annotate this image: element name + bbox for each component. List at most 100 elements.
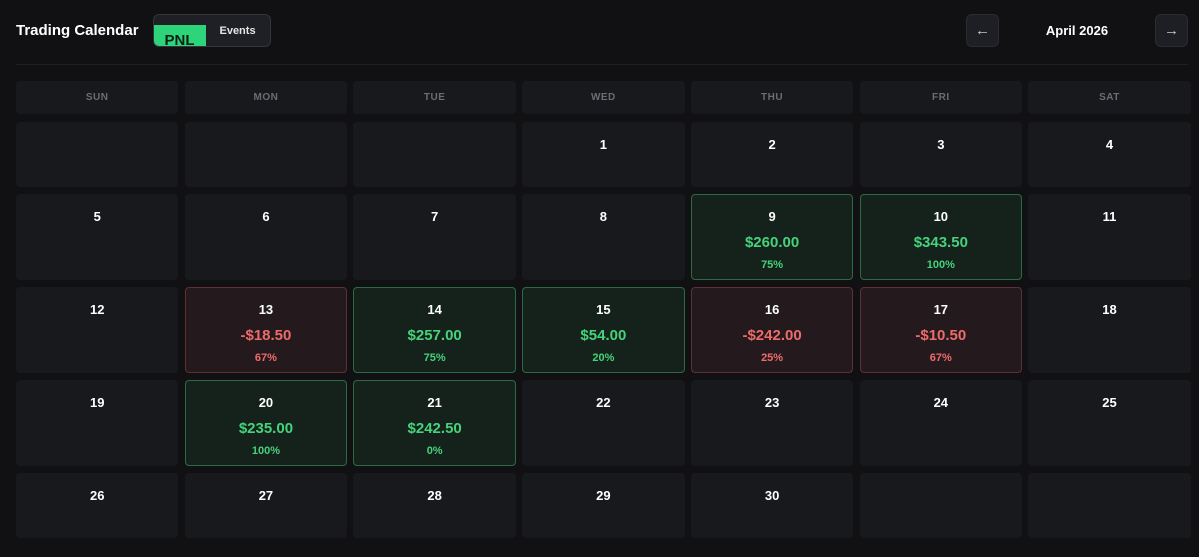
daily-pnl-value: -$242.00: [742, 327, 802, 344]
calendar-empty-cell: [16, 122, 179, 187]
calendar-day-cell[interactable]: 9 $260.00 75%: [690, 194, 854, 280]
daily-pnl-value: -$10.50: [915, 327, 967, 344]
daily-pnl-value: $235.00: [238, 420, 294, 437]
weekday-header: THU: [690, 81, 854, 114]
day-number: 23: [764, 395, 780, 410]
calendar-day-cell[interactable]: 12: [16, 287, 179, 373]
day-number: 8: [599, 209, 607, 224]
calendar-day-cell[interactable]: 29: [522, 473, 685, 538]
calendar-day-cell[interactable]: 16 -$242.00 25%: [690, 287, 854, 373]
win-rate-percent: 67%: [254, 352, 277, 364]
calendar-day-cell[interactable]: 2: [690, 122, 854, 187]
daily-pnl-value: $242.50: [407, 420, 462, 437]
calendar-day-cell[interactable]: 21 $242.50 0%: [353, 380, 516, 466]
calendar-day-cell[interactable]: 20 $235.00 100%: [184, 380, 348, 466]
events-toggle-button[interactable]: Events: [219, 24, 256, 37]
day-number: 15: [596, 302, 611, 317]
calendar-day-cell[interactable]: 27: [184, 473, 348, 538]
day-number: 14: [427, 302, 442, 317]
calendar-day-cell[interactable]: 8: [522, 194, 685, 280]
calendar-day-cell[interactable]: 30: [690, 473, 854, 538]
previous-month-button[interactable]: ←: [966, 14, 999, 47]
daily-pnl-value: $343.50: [913, 234, 968, 251]
weekday-header: FRI: [859, 81, 1023, 114]
calendar-day-cell[interactable]: 13 -$18.50 67%: [184, 287, 348, 373]
calendar-day-cell[interactable]: 19: [16, 380, 179, 466]
day-number: 18: [1102, 302, 1117, 317]
calendar-day-cell[interactable]: 3: [859, 122, 1023, 187]
day-number: 10: [933, 209, 949, 224]
calendar-empty-cell: [1028, 473, 1191, 538]
day-number: 25: [1102, 395, 1117, 410]
calendar-grid: 1 2 3 4 5 6 7 8 9 $260.00 75% 10 $343.50 100% 11 12 13 -$…: [16, 122, 1191, 538]
weekday-header: TUE: [353, 81, 516, 114]
calendar-day-cell[interactable]: 14 $257.00 75%: [353, 287, 516, 373]
calendar-day-cell[interactable]: 24: [859, 380, 1023, 466]
day-number: 17: [933, 302, 949, 317]
calendar-day-cell[interactable]: 11: [1028, 194, 1191, 280]
day-number: 1: [599, 137, 607, 152]
win-rate-percent: 20%: [592, 352, 615, 364]
calendar-day-cell[interactable]: 25: [1028, 380, 1191, 466]
header-divider: [16, 64, 1188, 65]
win-rate-percent: 0%: [426, 445, 443, 457]
win-rate-percent: 25%: [761, 352, 784, 364]
win-rate-percent: 75%: [423, 352, 446, 364]
day-number: 7: [431, 209, 439, 224]
daily-pnl-value: $54.00: [580, 327, 627, 344]
daily-pnl-value: -$18.50: [240, 327, 292, 344]
calendar-day-cell[interactable]: 4: [1028, 122, 1191, 187]
right-arrow-icon: →: [1164, 22, 1179, 39]
day-number: 19: [89, 395, 105, 410]
calendar-empty-cell: [184, 122, 348, 187]
day-number: 12: [89, 302, 105, 317]
day-number: 27: [258, 488, 274, 503]
calendar-day-cell[interactable]: 6: [184, 194, 348, 280]
day-number: 22: [596, 395, 611, 410]
left-arrow-icon: ←: [975, 22, 990, 39]
day-number: 29: [596, 488, 611, 503]
day-number: 20: [258, 395, 274, 410]
calendar-day-cell[interactable]: 28: [353, 473, 516, 538]
win-rate-percent: 100%: [251, 445, 280, 457]
weekday-header-row: SUN MON TUE WED THU FRI SAT: [16, 81, 1191, 114]
day-number: 26: [89, 488, 105, 503]
current-month-label: April 2026: [1045, 23, 1109, 38]
day-number: 16: [764, 302, 780, 317]
calendar-day-cell[interactable]: 23: [690, 380, 854, 466]
calendar-day-cell[interactable]: 17 -$10.50 67%: [859, 287, 1023, 373]
calendar-empty-cell: [859, 473, 1023, 538]
day-number: 11: [1102, 209, 1117, 224]
calendar-day-cell[interactable]: 26: [16, 473, 179, 538]
pnl-toggle-button[interactable]: PNL: [153, 25, 206, 46]
daily-pnl-value: $260.00: [744, 234, 800, 251]
day-number: 30: [764, 488, 780, 503]
calendar-day-cell[interactable]: 22: [522, 380, 685, 466]
weekday-header: SAT: [1028, 81, 1191, 114]
calendar-day-cell[interactable]: 18: [1028, 287, 1191, 373]
page-title: Trading Calendar: [16, 22, 139, 39]
day-number: 5: [93, 209, 101, 224]
day-number: 9: [768, 209, 776, 224]
day-number: 2: [768, 137, 776, 152]
view-toggle: PNL Events: [152, 14, 271, 47]
calendar-day-cell[interactable]: 10 $343.50 100%: [859, 194, 1023, 280]
day-number: 21: [427, 395, 442, 410]
calendar-day-cell[interactable]: 5: [16, 194, 179, 280]
day-number: 28: [427, 488, 442, 503]
calendar-day-cell[interactable]: 15 $54.00 20%: [522, 287, 685, 373]
win-rate-percent: 100%: [926, 259, 955, 271]
day-number: 13: [258, 302, 274, 317]
daily-pnl-value: $257.00: [407, 327, 462, 344]
calendar-empty-cell: [353, 122, 516, 187]
calendar-day-cell[interactable]: 7: [353, 194, 516, 280]
day-number: 3: [937, 137, 945, 152]
next-month-button[interactable]: →: [1155, 14, 1188, 47]
weekday-header: SUN: [16, 81, 179, 114]
calendar-day-cell[interactable]: 1: [522, 122, 685, 187]
win-rate-percent: 67%: [929, 352, 952, 364]
weekday-header: WED: [522, 81, 685, 114]
weekday-header: MON: [184, 81, 348, 114]
win-rate-percent: 75%: [761, 259, 784, 271]
